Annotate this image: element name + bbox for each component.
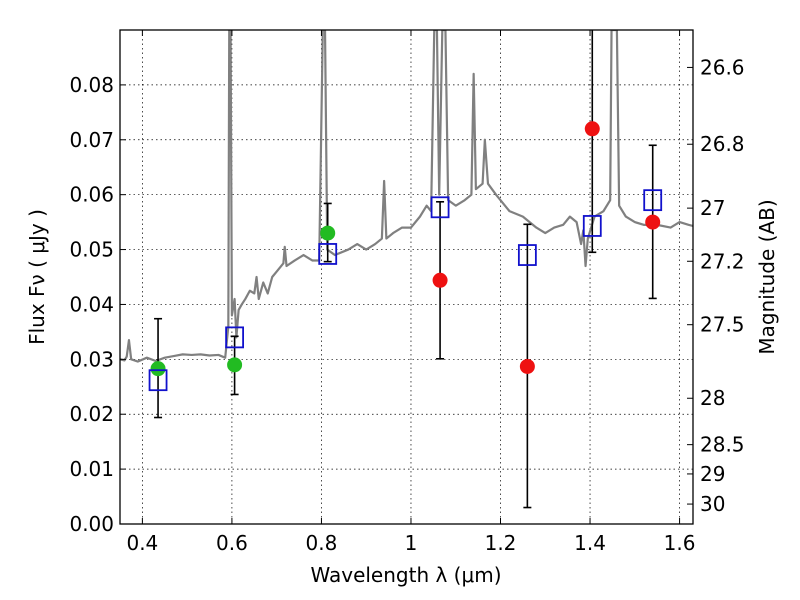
model-point — [318, 243, 338, 265]
data-point — [584, 121, 600, 137]
y-tick-label: 0.06 — [69, 183, 114, 207]
model-point — [225, 326, 245, 349]
y-tick-label: 0.08 — [69, 73, 114, 97]
right-tick-label: 27 — [700, 196, 725, 220]
plot-frame — [119, 29, 694, 525]
x-tick-label: 1 — [405, 531, 418, 555]
data-points-layer — [148, 30, 663, 509]
y-tick-label: 0.05 — [69, 238, 114, 262]
x-tick-label: 1.6 — [664, 531, 696, 555]
right-tick-label: 28 — [700, 386, 725, 410]
right-tick-label: 28.5 — [700, 433, 745, 457]
data-point — [150, 361, 166, 377]
x-tick-label: 0.6 — [216, 531, 248, 555]
model-point — [643, 189, 663, 212]
right-tick-label: 27.5 — [700, 313, 745, 337]
right-axis-label: Magnitude (AB) — [755, 199, 779, 354]
right-tick-label: 26.8 — [700, 132, 745, 156]
model-point — [517, 244, 537, 266]
data-point — [432, 272, 448, 288]
x-tick-label: 1.2 — [485, 531, 517, 555]
x-tick-label: 0.4 — [126, 531, 158, 555]
y-tick-label: 0.03 — [69, 347, 114, 371]
y-tick-label: 0.07 — [69, 128, 114, 152]
data-point — [519, 358, 535, 374]
y-tick-label: 0.04 — [69, 292, 114, 316]
model-point — [582, 215, 602, 237]
data-point — [645, 214, 661, 230]
y-axis-label: Flux Fν ( μJy ) — [25, 209, 49, 345]
y-tick-label: 0.00 — [69, 512, 114, 536]
x-tick-label: 0.8 — [306, 531, 338, 555]
grid — [120, 30, 693, 524]
y-tick-label: 0.01 — [69, 457, 114, 481]
data-point — [227, 357, 243, 373]
right-tick-label: 29 — [700, 462, 725, 486]
spectrum-layer — [120, 30, 693, 363]
data-point — [320, 225, 336, 241]
right-tick-label: 30 — [700, 492, 725, 516]
model-point — [430, 196, 450, 219]
right-tick-label: 27.2 — [700, 249, 745, 273]
spectrum-line — [120, 30, 693, 363]
y-tick-label: 0.02 — [69, 402, 114, 426]
ticks-layer: 0.4 0.6 0.8 1 1.2 1.4 1.6 0.00 0.01 0.02 0.03 0.04 0… — [69, 30, 745, 555]
right-tick-label: 26.6 — [700, 55, 745, 79]
x-tick-label: 1.4 — [574, 531, 606, 555]
x-axis-label: Wavelength λ (μm) — [310, 563, 501, 587]
model-point — [148, 369, 168, 392]
